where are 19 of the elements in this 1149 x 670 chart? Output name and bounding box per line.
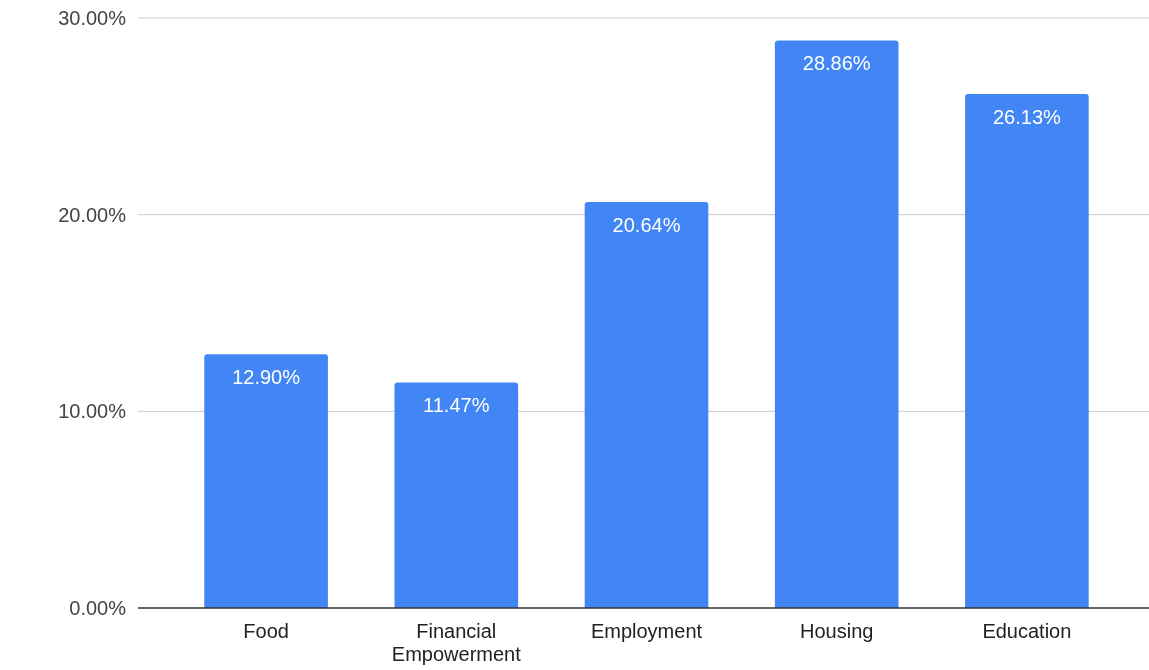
- data-label: 26.13%: [992, 106, 1062, 129]
- x-tick-label: Housing: [800, 620, 874, 642]
- y-tick-label: 10.00%: [58, 400, 127, 423]
- bar: [584, 202, 709, 608]
- x-tick-label: Financial Empowerment: [391, 620, 522, 665]
- data-label: 12.90%: [232, 366, 301, 389]
- data-label: 28.86%: [802, 52, 871, 75]
- bar: [394, 382, 519, 608]
- y-tick-label: 0.00%: [69, 597, 127, 619]
- data-label: 11.47%: [423, 394, 490, 417]
- x-tick-label: Education: [982, 620, 1072, 642]
- y-tick-label: 30.00%: [58, 7, 127, 29]
- bar: [774, 40, 899, 608]
- bar: [965, 94, 1089, 608]
- x-tick-label: Food: [243, 620, 289, 642]
- x-tick-label: Employment: [590, 620, 703, 642]
- y-tick-label: 20.00%: [58, 203, 127, 226]
- data-label: 20.64%: [612, 214, 681, 237]
- bar: [204, 354, 328, 608]
